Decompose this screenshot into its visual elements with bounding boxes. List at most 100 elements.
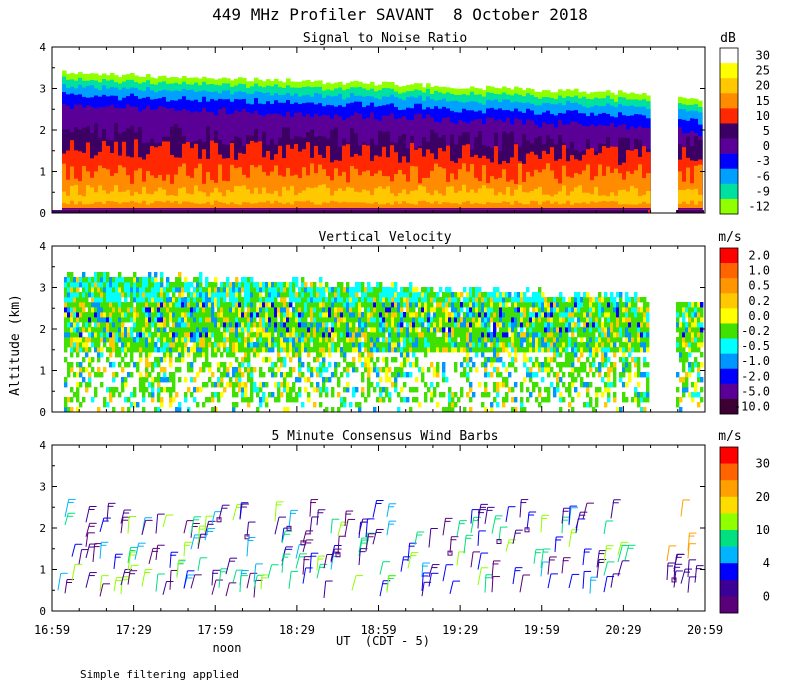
- vv-cell: [67, 362, 71, 368]
- snr-cell: [454, 192, 459, 213]
- vv-cell: [70, 327, 74, 333]
- vv-cell: [346, 387, 350, 393]
- vv-cell: [370, 312, 374, 318]
- vv-cell: [274, 322, 278, 328]
- vv-cell: [166, 312, 170, 318]
- vv-cell: [94, 277, 98, 283]
- vv-cell: [286, 287, 290, 293]
- vv-cell: [136, 367, 140, 373]
- vv-cell: [118, 292, 122, 298]
- vv-cell: [502, 342, 506, 348]
- vv-cell: [505, 342, 509, 348]
- vv-cell: [163, 332, 167, 338]
- vv-cell: [64, 317, 68, 323]
- vv-cell: [262, 317, 266, 323]
- vv-cell: [535, 362, 539, 368]
- vv-cell: [568, 302, 572, 308]
- vv-cell: [199, 317, 203, 323]
- vv-cell: [100, 292, 104, 298]
- vv-cell: [424, 307, 428, 313]
- vv-cell: [160, 387, 164, 393]
- snr-cell: [98, 185, 103, 213]
- vv-cell: [379, 377, 383, 383]
- vv-cell: [169, 387, 173, 393]
- vv-cell: [382, 397, 386, 403]
- snr-cell: [530, 200, 535, 213]
- vv-cell: [115, 292, 119, 298]
- vv-cell: [304, 347, 308, 353]
- vv-cell: [244, 397, 248, 403]
- vv-cell: [499, 307, 503, 313]
- vv-cell: [169, 377, 173, 383]
- vv-cell: [118, 337, 122, 343]
- vv-cell: [400, 287, 404, 293]
- vv-cell: [211, 302, 215, 308]
- vv-cell: [151, 382, 155, 388]
- vv-cell: [484, 357, 488, 363]
- vv-cell: [235, 342, 239, 348]
- vv-cell: [277, 332, 281, 338]
- vv-cell: [253, 347, 257, 353]
- snr-cell: [86, 185, 91, 213]
- vv-cell: [376, 317, 380, 323]
- vv-cell: [139, 352, 143, 358]
- vv-cell: [79, 302, 83, 308]
- vv-cell: [79, 277, 83, 283]
- vv-cell: [466, 352, 470, 358]
- vv-cell: [196, 372, 200, 378]
- vv-cell: [412, 317, 416, 323]
- vv-cell: [160, 322, 164, 328]
- vv-cell: [382, 357, 386, 363]
- vv-cell: [109, 282, 113, 288]
- vv-cell: [442, 377, 446, 383]
- vv-cell: [295, 302, 299, 308]
- vv-cell: [151, 292, 155, 298]
- snr-heatmap: [52, 70, 704, 213]
- vv-cell: [556, 322, 560, 328]
- vv-cell: [358, 327, 362, 333]
- vv-cell: [529, 357, 533, 363]
- vv-cell: [112, 407, 116, 412]
- vv-cell: [574, 307, 578, 313]
- vv-cell: [310, 322, 314, 328]
- vv-cell: [412, 307, 416, 313]
- vv-cell: [91, 282, 95, 288]
- vv-cell: [88, 337, 92, 343]
- vv-cell: [184, 302, 188, 308]
- vv-cell: [250, 392, 254, 398]
- snr-cell: [466, 200, 471, 213]
- vv-cell: [481, 307, 485, 313]
- vv-cell: [535, 347, 539, 353]
- vv-cell: [313, 332, 317, 338]
- vv-cell: [283, 287, 287, 293]
- vv-cell: [457, 297, 461, 303]
- vv-cell: [229, 382, 233, 388]
- vv-cell: [319, 282, 323, 288]
- vv-cell: [565, 337, 569, 343]
- vv-cell: [187, 287, 191, 293]
- vv-cell: [106, 297, 110, 303]
- vv-cell: [91, 337, 95, 343]
- vv-cell: [223, 332, 227, 338]
- vv-cell: [175, 347, 179, 353]
- snr-cell: [322, 184, 327, 213]
- vv-cell: [250, 307, 254, 313]
- vv-cell: [511, 312, 515, 318]
- vv-cell: [406, 347, 410, 353]
- vv-cell: [139, 322, 143, 328]
- vv-cell: [214, 297, 218, 303]
- vv-cell: [166, 292, 170, 298]
- vv-cell: [472, 307, 476, 313]
- vv-cell: [280, 362, 284, 368]
- vv-cell: [472, 392, 476, 398]
- vv-cell: [268, 282, 272, 288]
- vv-cell: [172, 397, 176, 403]
- vv-cell: [442, 347, 446, 353]
- vv-cell: [202, 347, 206, 353]
- vv-cell: [406, 292, 410, 298]
- vv-cell: [487, 347, 491, 353]
- vv-cell: [460, 292, 464, 298]
- vv-cell: [382, 347, 386, 353]
- vv-cell: [199, 342, 203, 348]
- vv-cell: [361, 282, 365, 288]
